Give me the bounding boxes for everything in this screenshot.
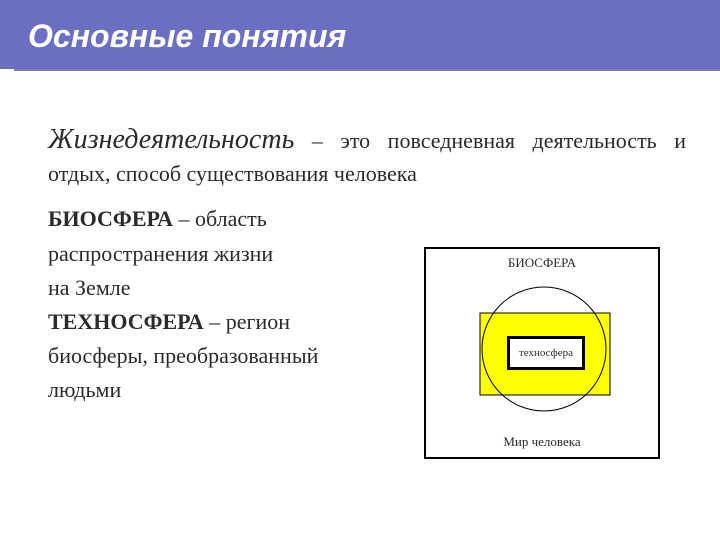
tech-line3: людьми	[48, 373, 408, 407]
slide-content: Жизнедеятельность – это повседневная дея…	[0, 71, 720, 407]
tech-line2: биосферы, преобразованный	[48, 339, 408, 373]
bio-line3: на Земле	[48, 271, 408, 305]
bio-line2: распространения жизни	[48, 237, 408, 271]
biosphere-diagram: БИОСФЕРА техносфера Мир человека	[424, 247, 660, 459]
diagram-label-bottom: Мир человека	[426, 434, 658, 450]
tech-term: ТЕХНОСФЕРА	[48, 309, 204, 334]
slide-title: Основные понятия	[28, 18, 346, 54]
slide-header: Основные понятия	[0, 0, 720, 69]
technosphere-box: техносфера	[507, 336, 585, 370]
bio-dash: – область	[179, 206, 267, 231]
definition-paragraph: Жизнедеятельность – это повседневная дея…	[48, 121, 686, 188]
technosphere-label: техносфера	[519, 347, 573, 359]
term-dash: –	[312, 128, 323, 153]
tech-line1: ТЕХНОСФЕРА – регион	[48, 305, 408, 339]
bio-line1: БИОСФЕРА – область	[48, 202, 408, 236]
term-lead: Жизнедеятельность	[48, 124, 294, 155]
tech-dash: – регион	[209, 309, 290, 334]
bio-term: БИОСФЕРА	[48, 206, 173, 231]
term-definitions: БИОСФЕРА – область распространения жизни…	[48, 202, 408, 407]
